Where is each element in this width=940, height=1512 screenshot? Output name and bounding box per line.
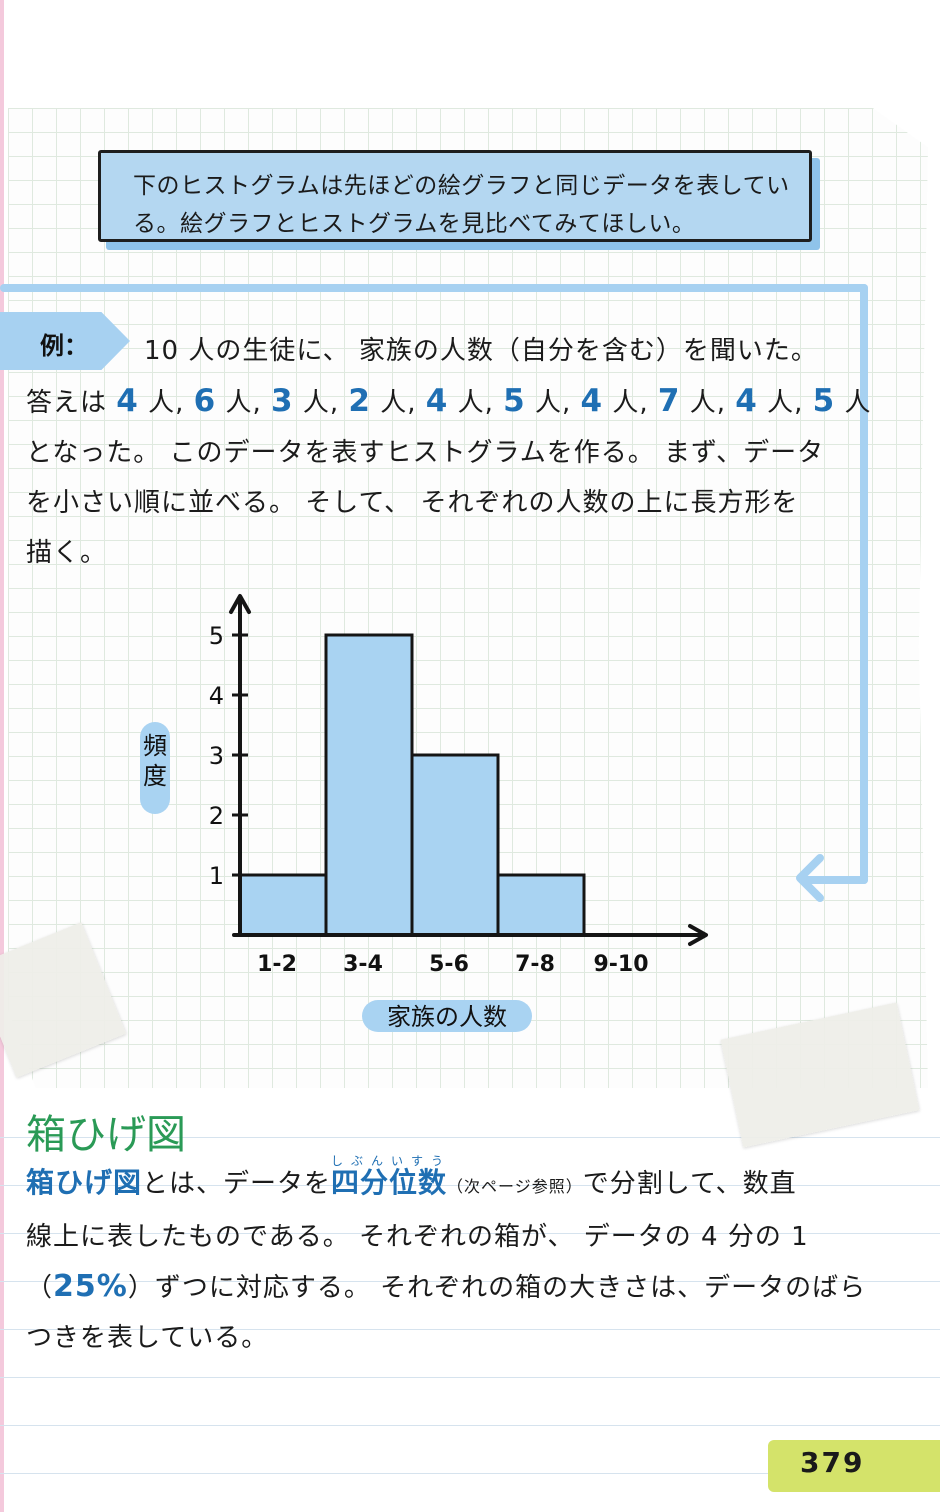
x-tick-label: 9-10 bbox=[593, 952, 648, 977]
x-tick-label: 7-8 bbox=[515, 952, 555, 977]
answer-number: 7 bbox=[657, 383, 681, 419]
histogram-bars bbox=[238, 633, 586, 937]
section-text-2: で分割して、数直 bbox=[582, 1169, 797, 1199]
quartile-ruby: しぶんいすう bbox=[331, 1154, 452, 1168]
answer-unit: 人 bbox=[835, 388, 872, 418]
x-tick-label: 1-2 bbox=[257, 952, 297, 977]
paren-open: （ bbox=[26, 1273, 54, 1303]
histogram-bar bbox=[410, 753, 500, 937]
answers-list: 4 人, 6 人, 3 人, 2 人, 4 人, 5 人, 4 人, 7 人, … bbox=[116, 383, 872, 419]
answer-unit: 人, bbox=[680, 388, 736, 418]
answers-prefix: 答えは bbox=[26, 388, 117, 418]
section-title: 箱ひげ図 bbox=[26, 1112, 186, 1158]
page-number-tab bbox=[768, 1440, 940, 1492]
x-tick-label: 3-4 bbox=[343, 952, 383, 977]
y-tick-label: 1 bbox=[209, 862, 224, 890]
answer-number: 4 bbox=[580, 383, 604, 419]
y-tick-label: 5 bbox=[209, 622, 224, 650]
answer-number: 4 bbox=[116, 383, 139, 419]
example-label-arrow bbox=[0, 312, 130, 370]
example-line-2: 答えは 4 人, 6 人, 3 人, 2 人, 4 人, 5 人, 4 人, 7… bbox=[26, 376, 870, 428]
keyword-quartile-wrap: しぶんいすう 四分位数 bbox=[331, 1154, 448, 1209]
answer-unit: 人, bbox=[448, 388, 504, 418]
section-line-1: 箱ひげ図とは、データを しぶんいすう 四分位数（次ページ参照）で分割して、数直 bbox=[26, 1154, 876, 1212]
example-frame-top bbox=[0, 284, 868, 292]
answer-unit: 人, bbox=[293, 388, 349, 418]
section-line-3: （25%）ずつに対応する。 それぞれの箱の大きさは、データのばら bbox=[26, 1262, 876, 1313]
keyword-quartile: 四分位数 bbox=[331, 1166, 448, 1199]
histogram-bar bbox=[496, 873, 586, 937]
answer-unit: 人, bbox=[370, 388, 426, 418]
percent-value: 25% bbox=[53, 1269, 128, 1304]
histogram-axes bbox=[229, 594, 708, 946]
x-tick-labels: 1-2 3-4 5-6 7-8 9-10 bbox=[257, 952, 648, 977]
histogram-chart: 1 2 3 4 5 1-2 3-4 5-6 7-8 9-10 頻度 家族の人数 bbox=[140, 594, 708, 1032]
intro-callout-box: 下のヒストグラムは先ほどの絵グラフと同じデータを表してい る。絵グラフとヒストグ… bbox=[98, 150, 812, 242]
y-tick-label: 4 bbox=[209, 682, 224, 710]
answer-number: 4 bbox=[425, 383, 449, 419]
keyword-boxplot: 箱ひげ図 bbox=[26, 1166, 143, 1199]
example-line-3: となった。 このデータを表すヒストグラムを作る。 まず、データ bbox=[26, 438, 825, 468]
answer-number: 4 bbox=[735, 383, 758, 419]
section-text-3: ）ずつに対応する。 それぞれの箱の大きさは、データのばら bbox=[127, 1273, 867, 1303]
y-axis-arrow-icon bbox=[229, 594, 251, 614]
answer-unit: 人, bbox=[216, 388, 272, 418]
y-tick-label: 2 bbox=[209, 802, 224, 830]
y-tick-labels: 1 2 3 4 5 bbox=[209, 622, 248, 890]
page-number: 379 bbox=[800, 1446, 865, 1479]
answer-number: 6 bbox=[193, 383, 217, 419]
section-body: 箱ひげ図とは、データを しぶんいすう 四分位数（次ページ参照）で分割して、数直 線上… bbox=[26, 1154, 876, 1363]
y-tick-label: 3 bbox=[209, 742, 224, 770]
page-edge bbox=[0, 0, 4, 1512]
answer-unit: 人, bbox=[603, 388, 658, 418]
answer-unit: 人, bbox=[138, 388, 194, 418]
see-next-page-note: （次ページ参照） bbox=[447, 1177, 583, 1196]
example-line-5: 描く。 bbox=[26, 538, 108, 568]
section-line-2: 線上に表したものである。 それぞれの箱が、 データの 4 分の 1 bbox=[26, 1222, 809, 1252]
example-frame-bottom bbox=[800, 876, 868, 884]
x-axis-label-group: 家族の人数 bbox=[362, 1000, 532, 1032]
answer-number: 3 bbox=[271, 383, 294, 419]
histogram-bar bbox=[324, 633, 414, 937]
y-axis-label: 頻度 bbox=[143, 732, 167, 790]
example-frame-right bbox=[860, 284, 868, 884]
example-line-1: 10 人の生徒に、 家族の人数（自分を含む）を聞いた。 bbox=[144, 336, 818, 366]
frame-arrow-icon bbox=[796, 854, 824, 902]
example-text: 10 人の生徒に、 家族の人数（自分を含む）を聞いた。 答えは 4 人, 6 人… bbox=[26, 326, 870, 578]
intro-line-1: 下のヒストグラムは先ほどの絵グラフと同じデータを表してい bbox=[133, 173, 790, 199]
y-axis-label-char: 度 bbox=[143, 762, 167, 790]
answer-number: 2 bbox=[348, 383, 371, 419]
answer-number: 5 bbox=[503, 383, 526, 419]
y-axis-label-pill bbox=[140, 722, 170, 814]
answer-number: 5 bbox=[812, 383, 836, 419]
section-text-1: とは、データを bbox=[142, 1169, 332, 1199]
histogram-bar bbox=[238, 873, 328, 937]
section-line-4: つきを表している。 bbox=[26, 1323, 269, 1353]
y-axis-label-char: 頻 bbox=[143, 732, 167, 760]
x-tick-label: 5-6 bbox=[429, 952, 469, 977]
x-axis-label: 家族の人数 bbox=[387, 1003, 507, 1031]
answer-unit: 人, bbox=[757, 388, 813, 418]
intro-line-2: る。絵グラフとヒストグラムを見比べてみてほしい。 bbox=[133, 211, 696, 237]
answer-unit: 人, bbox=[525, 388, 581, 418]
example-label: 例： bbox=[40, 332, 88, 360]
x-axis-arrow-icon bbox=[688, 924, 708, 946]
x-axis-label-pill bbox=[362, 1000, 532, 1032]
example-line-4: を小さい順に並べる。 そして、 それぞれの人数の上に長方形を bbox=[26, 488, 799, 518]
y-axis-label-group: 頻度 bbox=[140, 722, 170, 814]
